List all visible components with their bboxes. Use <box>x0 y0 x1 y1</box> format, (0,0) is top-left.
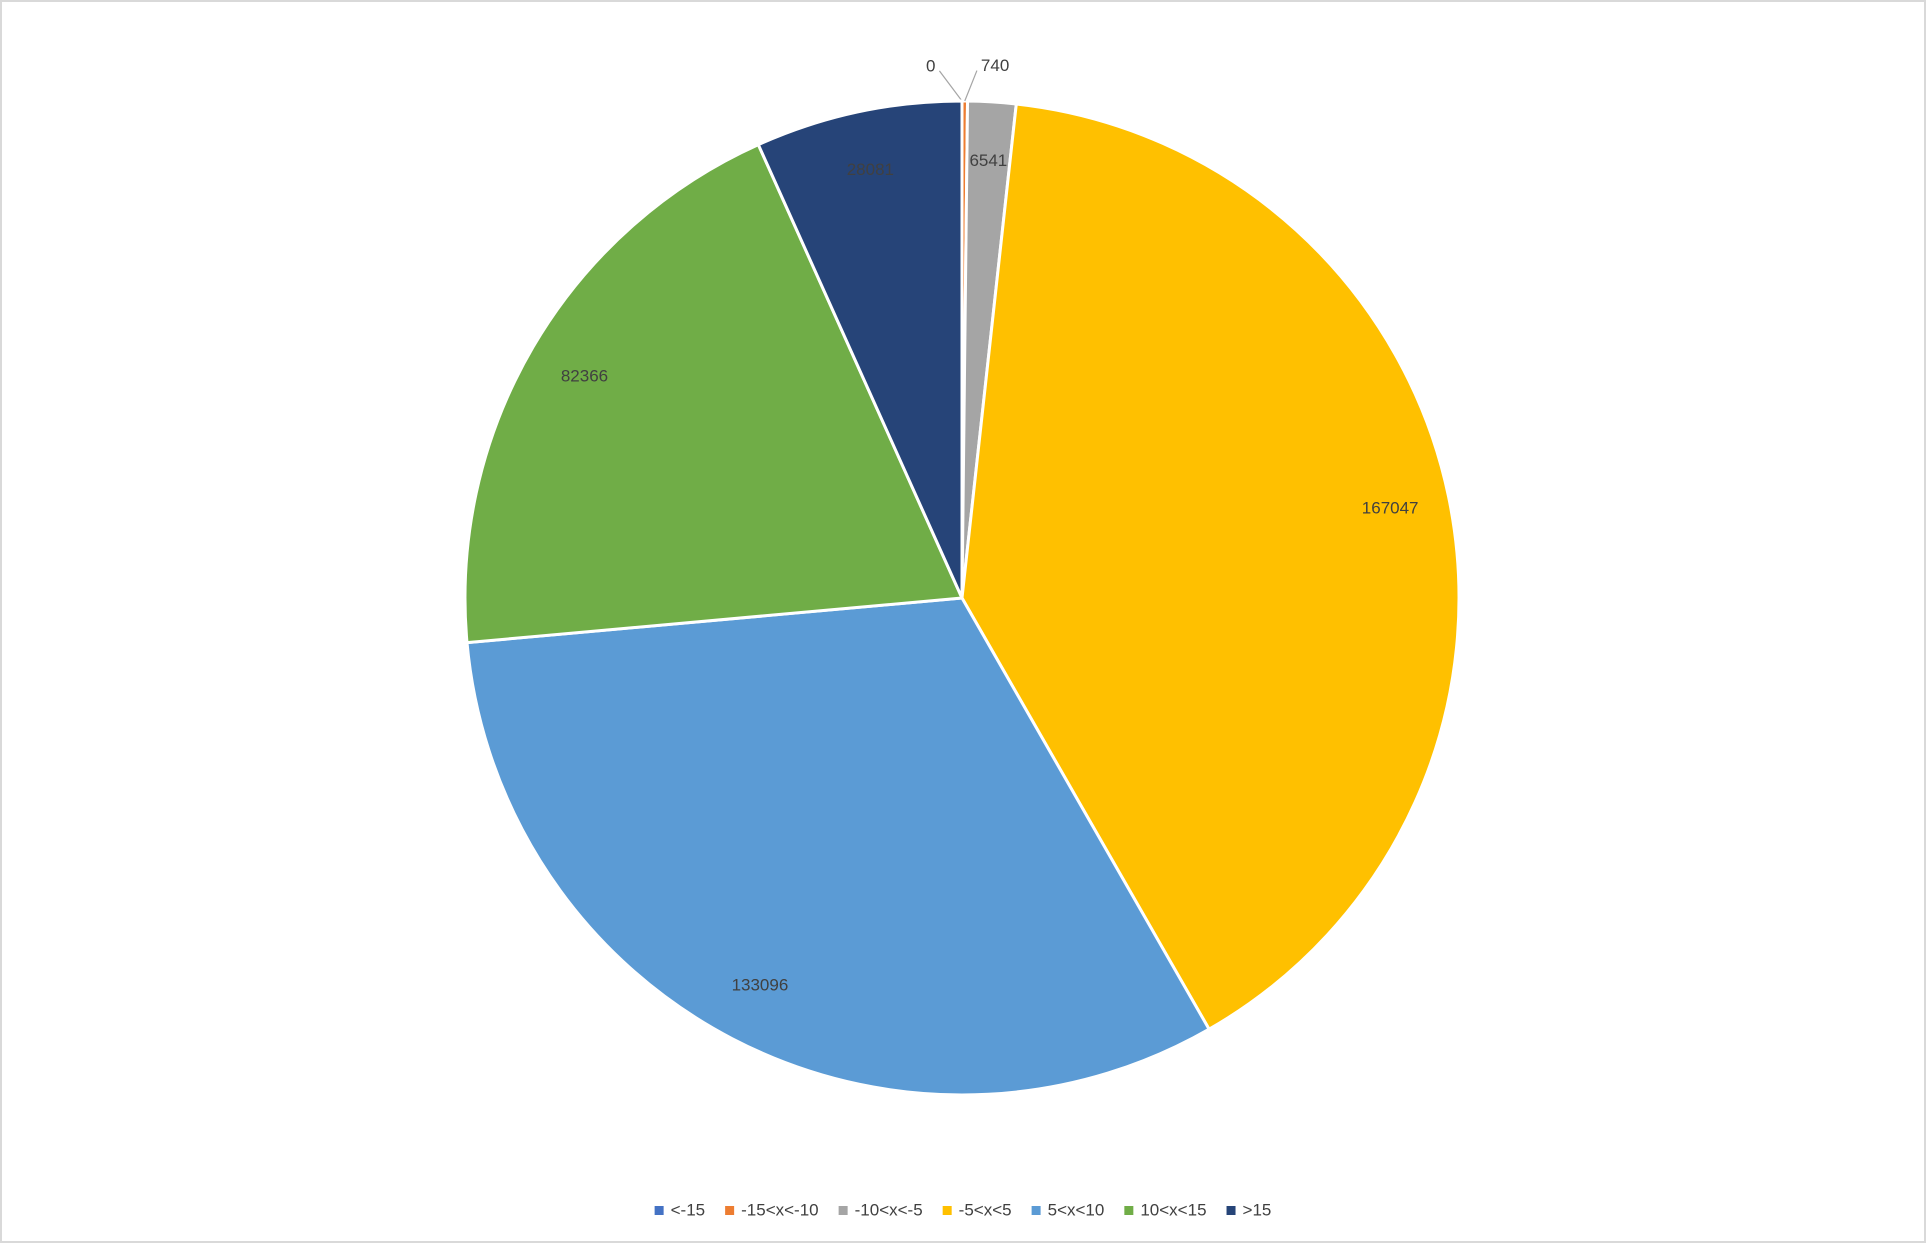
leader-line <box>938 70 963 102</box>
legend-swatch <box>838 1206 848 1215</box>
legend-swatch <box>725 1206 735 1215</box>
pie-slice <box>756 99 964 599</box>
legend-label: 10<x<15 <box>1140 1200 1206 1219</box>
pie-slice <box>463 142 965 645</box>
data-label: 6541 <box>969 151 1007 170</box>
legend-swatch <box>942 1206 952 1215</box>
legend-swatch <box>1031 1206 1041 1215</box>
legend-label: -10<x<-5 <box>855 1200 923 1219</box>
legend-label: -5<x<5 <box>959 1200 1012 1219</box>
legend-swatch <box>1226 1206 1236 1215</box>
legend-label: >15 <box>1243 1200 1272 1219</box>
legend-label: -15<x<-10 <box>741 1200 819 1219</box>
data-label: 740 <box>981 56 1009 75</box>
data-label: 28081 <box>847 160 894 179</box>
data-label: 167047 <box>1362 498 1419 517</box>
legend-label: <-15 <box>671 1200 706 1219</box>
pie-slice <box>465 596 1212 1097</box>
pie-slice <box>960 102 1461 1032</box>
legend-label: 5<x<10 <box>1048 1200 1105 1219</box>
data-label: 82366 <box>561 367 608 386</box>
data-label: 0 <box>926 56 935 75</box>
legend-swatch <box>1124 1206 1134 1215</box>
data-label: 133096 <box>732 975 789 994</box>
leader-line <box>964 70 978 102</box>
legend-swatch <box>654 1206 664 1215</box>
